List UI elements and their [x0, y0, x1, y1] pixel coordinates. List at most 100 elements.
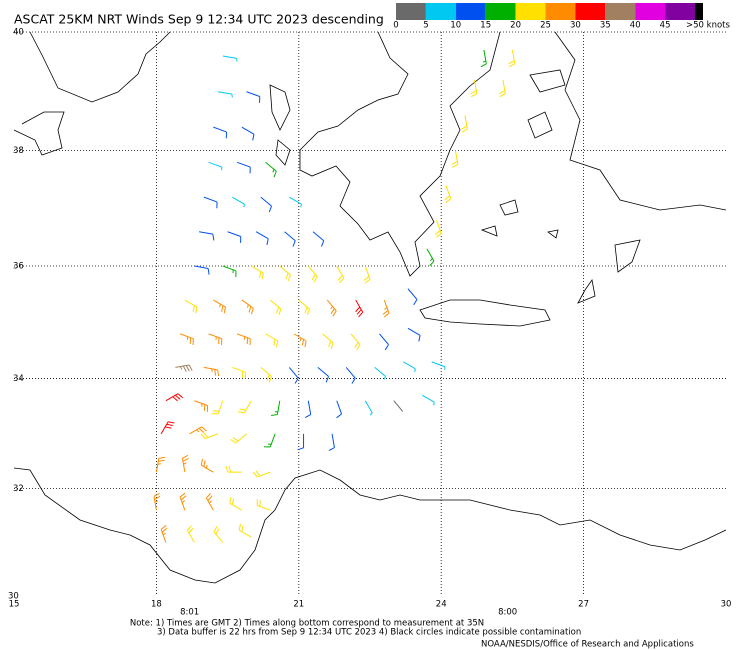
colorbar-label: 30	[570, 21, 581, 31]
wind-barb	[232, 366, 247, 379]
wind-barb	[336, 265, 345, 284]
wind-barb	[227, 231, 242, 243]
wind-barb	[200, 432, 219, 440]
lon-label: 15	[9, 600, 20, 610]
wind-barb	[213, 299, 226, 314]
wind-barb	[444, 185, 452, 204]
wind-barb	[246, 91, 261, 103]
coastline	[29, 31, 171, 103]
colorbar-label: 10	[450, 21, 461, 31]
wind-barb	[194, 400, 209, 412]
wind-barb	[284, 231, 296, 247]
wind-barb	[186, 525, 195, 543]
wind-barb	[421, 394, 435, 406]
wind-barb	[297, 433, 305, 451]
wind-barb	[153, 492, 161, 511]
coastline	[299, 31, 501, 277]
wind-barb	[364, 400, 373, 416]
wind-barb	[205, 492, 214, 511]
colorbar-swatch	[605, 3, 636, 20]
lat-label: 34	[13, 374, 24, 384]
wind-barb	[379, 333, 389, 351]
wind-barb	[434, 220, 442, 238]
wind-barb	[203, 196, 218, 209]
wind-barb	[194, 265, 210, 275]
wind-barb	[208, 333, 223, 345]
wind-barb	[232, 196, 245, 208]
wind-barb	[252, 470, 271, 478]
wind-barb	[393, 400, 404, 412]
note: Note: 1) Times are GMT 2) Times along bo…	[130, 619, 484, 629]
colorbar-swatch	[545, 3, 576, 20]
wind-barb	[189, 426, 207, 435]
wind-barb	[304, 400, 312, 418]
colorbar-label: >50 knots	[686, 21, 730, 31]
wind-barb	[238, 400, 252, 414]
wind-barb	[265, 161, 277, 178]
wind-barb	[208, 161, 223, 171]
title: ASCAT 25KM NRT Winds Sep 9 12:34 UTC 202…	[14, 12, 384, 27]
colorbar-label: 0	[393, 21, 398, 31]
colorbar-swatch	[455, 3, 486, 20]
colorbar-label: 35	[600, 21, 611, 31]
lat-label: 32	[13, 484, 24, 494]
wind-barb	[263, 433, 276, 448]
coastline	[554, 31, 727, 211]
wind-barb	[236, 333, 251, 345]
wind-barb	[407, 327, 421, 342]
colorbar-label: 5	[423, 21, 428, 31]
wind-barb	[326, 299, 337, 317]
coastline	[13, 467, 727, 584]
wind-barb	[363, 265, 371, 284]
lon-label: 21	[293, 600, 304, 610]
lat-label: 38	[13, 146, 24, 156]
wind-barb	[431, 361, 446, 370]
lon-label: 18	[151, 600, 162, 610]
wind-barb	[222, 55, 238, 62]
wind-barb	[165, 393, 184, 402]
wind-barb	[175, 364, 193, 372]
lat-label: 30	[8, 592, 19, 602]
wind-barb	[374, 367, 386, 380]
colorbar-swatch	[575, 3, 606, 20]
wind-barb	[155, 456, 166, 473]
coastline	[269, 84, 291, 166]
note: 3) Data buffer is 22 hrs from Sep 9 12:3…	[157, 628, 581, 638]
wind-barb	[218, 91, 233, 98]
colorbar-overflow	[695, 3, 703, 20]
wind-barb	[199, 231, 215, 241]
wind-barb	[236, 161, 251, 174]
pass-time: 8:00	[498, 608, 517, 618]
wind-barb	[179, 333, 194, 345]
colorbar-label: 20	[510, 21, 521, 31]
wind-barb	[265, 333, 279, 348]
wind-barb	[307, 265, 318, 283]
wind-barb	[345, 367, 356, 384]
colorbar-swatch	[515, 3, 546, 20]
wind-barb	[451, 150, 459, 168]
colorbar-label: 25	[540, 21, 551, 31]
wind-barb	[269, 299, 282, 316]
wind-barb	[407, 288, 418, 306]
wind-barb	[288, 367, 299, 384]
wind-barb	[200, 458, 214, 473]
wind-barb	[480, 49, 487, 68]
wind-barb	[160, 421, 175, 435]
wind-barb	[499, 79, 506, 98]
wind-barb	[255, 231, 269, 246]
colorbar-label: 45	[660, 21, 671, 31]
wind-barb	[426, 248, 435, 267]
wind-barb	[271, 400, 281, 416]
wind-barb	[222, 265, 237, 278]
colorbar-swatch	[425, 3, 456, 20]
credit: NOAA/NESDIS/Office of Research and Appli…	[481, 640, 694, 650]
wind-barb	[160, 525, 168, 543]
wind-barb	[241, 126, 255, 141]
wind-barb	[312, 231, 325, 247]
wind-barb	[279, 265, 292, 282]
wind-barb	[322, 333, 334, 349]
wind-barb	[508, 49, 516, 68]
wind-barb	[355, 299, 364, 318]
wind-barb	[179, 492, 187, 511]
